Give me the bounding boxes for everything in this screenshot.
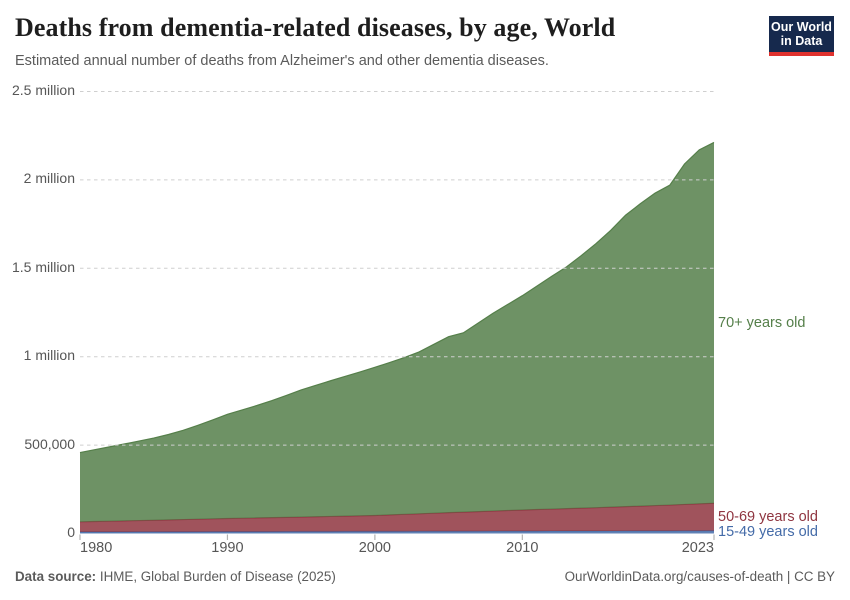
data-source-text: IHME, Global Burden of Disease (2025) [96,569,336,584]
y-axis-label-2.5-million: 2.5 million [11,82,75,98]
y-axis-label-1.5-million: 1.5 million [11,258,75,275]
x-axis-label-2000: 2000 [358,540,392,556]
series-label-70--years-old: 70+ years old [718,314,806,331]
owid-logo-line1: Our World [771,20,832,34]
series-label-15-49-years-old: 15-49 years old [718,524,818,541]
data-source-label: Data source: [15,569,97,584]
area-70--years-old[interactable] [80,142,714,522]
x-axis-label-1980: 1980 [80,540,113,556]
x-axis-label-2010: 2010 [506,540,539,556]
y-axis-label-0: 0 [67,524,75,540]
owid-logo[interactable]: Our World in Data [769,16,834,56]
data-source-note: Data source: IHME, Global Burden of Dise… [15,569,336,584]
chart-subtitle: Estimated annual number of deaths from A… [15,53,549,69]
y-axis-label-2-million: 2 million [23,170,75,187]
chart-title: Deaths from dementia-related diseases, b… [15,13,616,42]
area-top-line-70--years-old [79,141,715,454]
y-axis-label-500-000: 500,000 [24,435,75,452]
x-axis-label-1990: 1990 [211,540,244,556]
credit-link[interactable]: OurWorldinData.org/causes-of-death | CC … [564,569,835,584]
area-50-69-years-old[interactable] [80,503,714,532]
y-axis-label-1-million: 1 million [23,347,75,364]
owid-logo-line2: in Data [780,34,823,48]
series-label-50-69-years-old: 50-69 years old [718,508,818,525]
x-axis-label-2023: 2023 [681,540,714,556]
